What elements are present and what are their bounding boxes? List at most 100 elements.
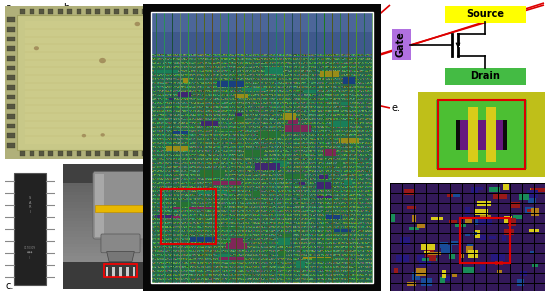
Bar: [63, 228, 178, 231]
Bar: [112, 266, 115, 276]
Bar: [190, 95, 198, 99]
Bar: [133, 151, 138, 156]
Bar: [7, 46, 15, 51]
Circle shape: [101, 133, 105, 137]
Bar: [124, 151, 128, 156]
Text: e.: e.: [392, 103, 401, 113]
Bar: [58, 151, 63, 156]
Bar: [7, 133, 15, 138]
Text: f.: f.: [418, 192, 424, 202]
Bar: [25, 21, 180, 144]
Bar: [63, 243, 178, 247]
Bar: [63, 183, 178, 186]
Bar: [63, 196, 178, 199]
Bar: [63, 231, 178, 234]
Bar: [190, 75, 198, 80]
Bar: [30, 9, 34, 14]
Bar: [161, 151, 166, 156]
Bar: [63, 215, 178, 218]
Bar: [133, 266, 135, 276]
Bar: [190, 85, 198, 90]
Bar: [190, 27, 198, 32]
Bar: [180, 9, 185, 14]
Bar: [438, 100, 525, 169]
Bar: [63, 266, 178, 270]
Bar: [63, 234, 178, 238]
Bar: [190, 56, 198, 61]
Bar: [63, 170, 178, 173]
Bar: [180, 151, 185, 156]
Bar: [86, 151, 91, 156]
Bar: [48, 9, 53, 14]
Bar: [190, 66, 198, 70]
Bar: [142, 151, 147, 156]
Bar: [63, 176, 178, 180]
Circle shape: [34, 46, 39, 50]
Circle shape: [99, 58, 106, 63]
Bar: [63, 269, 178, 273]
Text: S
A
R
I: S A R I: [29, 196, 31, 214]
Bar: [190, 133, 198, 138]
Bar: [76, 9, 81, 14]
Bar: [96, 151, 100, 156]
Text: g.: g.: [390, 281, 399, 291]
Bar: [124, 9, 128, 14]
Bar: [63, 285, 178, 289]
Bar: [63, 163, 178, 167]
Bar: [63, 275, 178, 279]
Bar: [114, 151, 119, 156]
Text: c.: c.: [5, 281, 13, 291]
Bar: [161, 189, 216, 244]
Bar: [190, 17, 198, 22]
Bar: [39, 9, 43, 14]
Bar: [190, 114, 198, 118]
Bar: [190, 46, 198, 51]
Bar: [7, 66, 15, 70]
Bar: [63, 199, 178, 202]
Bar: [190, 104, 198, 109]
Text: b.: b.: [63, 3, 72, 13]
Bar: [190, 143, 198, 148]
Bar: [7, 124, 15, 128]
Text: Source: Source: [466, 9, 504, 19]
Bar: [63, 211, 178, 215]
Bar: [63, 224, 178, 228]
Bar: [63, 247, 178, 250]
Bar: [7, 56, 15, 61]
Bar: [119, 266, 122, 276]
Text: d.: d.: [143, 280, 152, 290]
Text: Gate: Gate: [396, 31, 406, 57]
Bar: [63, 186, 178, 190]
Bar: [63, 218, 178, 222]
Circle shape: [82, 134, 86, 137]
Text: reconstruction: reconstruction: [156, 206, 217, 215]
Bar: [142, 9, 147, 14]
Bar: [7, 37, 15, 41]
Bar: [67, 151, 72, 156]
Bar: [7, 85, 15, 90]
Bar: [460, 218, 510, 263]
Bar: [114, 9, 119, 14]
Bar: [7, 27, 15, 32]
Bar: [63, 250, 178, 254]
Bar: [63, 167, 178, 170]
Circle shape: [135, 22, 140, 26]
Bar: [63, 173, 178, 177]
FancyBboxPatch shape: [392, 29, 410, 59]
Bar: [63, 272, 178, 276]
Bar: [161, 9, 166, 14]
Bar: [7, 95, 15, 99]
Bar: [63, 260, 178, 263]
Bar: [170, 151, 175, 156]
Bar: [7, 104, 15, 109]
Bar: [20, 9, 25, 14]
Bar: [152, 9, 157, 14]
Bar: [96, 9, 100, 14]
Bar: [20, 151, 25, 156]
Bar: [63, 205, 178, 209]
Text: C170309
◆◆◆
III: C170309 ◆◆◆ III: [24, 246, 36, 260]
Bar: [63, 237, 178, 241]
Bar: [63, 261, 178, 289]
Bar: [63, 164, 178, 183]
Bar: [170, 9, 175, 14]
